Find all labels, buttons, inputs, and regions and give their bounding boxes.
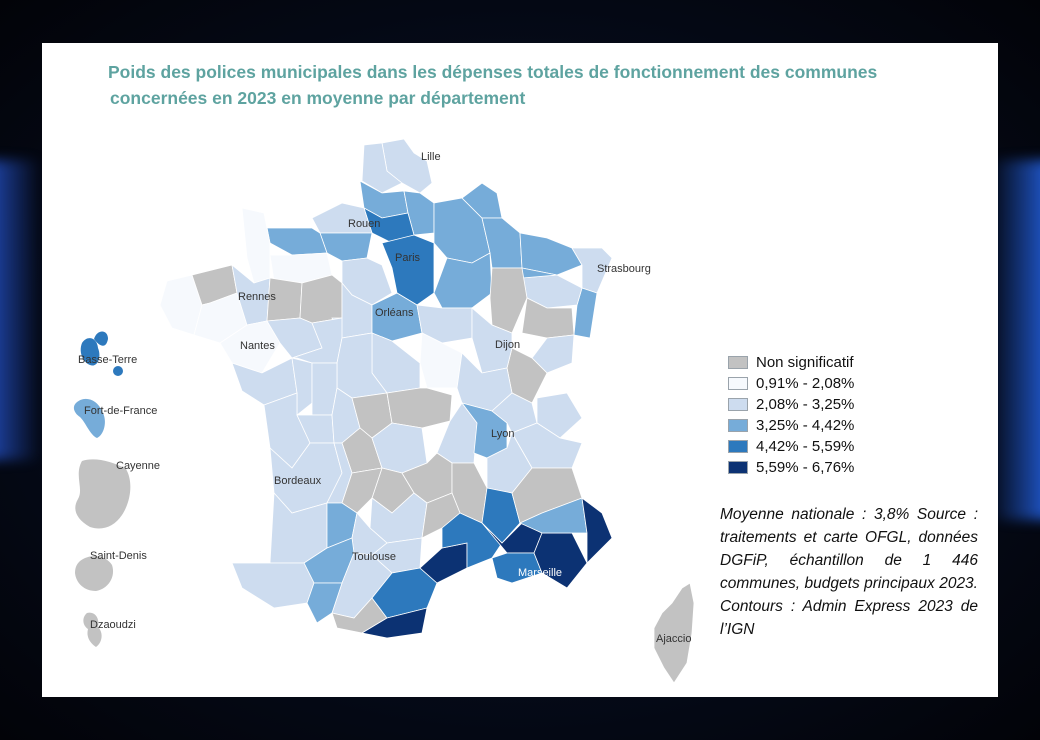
dept-hautes-pyrenees <box>306 582 343 624</box>
reunion <box>75 556 114 591</box>
title-line-2: concernées en 2023 en moyenne par départ… <box>110 88 526 108</box>
legend-label: 2,08% - 3,25% <box>756 396 855 413</box>
dept-moselle <box>519 232 583 276</box>
overseas-territories <box>73 331 131 647</box>
city-labels: Lille Rouen Paris Strasbourg Rennes Orlé… <box>78 151 691 645</box>
legend-label: 4,42% - 5,59% <box>756 438 855 455</box>
city-marseille: Marseille <box>518 567 562 579</box>
mayotte <box>83 612 102 647</box>
legend-swatch <box>728 461 748 474</box>
legend-swatch <box>728 377 748 390</box>
legend-item: Non significatif <box>728 352 854 373</box>
title-line-1: Poids des polices municipales dans les d… <box>108 62 878 82</box>
city-rennes: Rennes <box>238 291 276 303</box>
dept-drome <box>481 487 521 544</box>
city-dzaoudzi: Dzaoudzi <box>90 619 136 631</box>
legend-item: 2,08% - 3,25% <box>728 394 854 415</box>
legend-item: 4,42% - 5,59% <box>728 436 854 457</box>
dept-sarthe <box>299 274 343 324</box>
corsica <box>653 582 695 684</box>
dept-haute-savoie <box>536 392 583 439</box>
map-title: Poids des polices municipales dans les d… <box>108 59 928 111</box>
legend-swatch <box>728 419 748 432</box>
city-basse-terre: Basse-Terre <box>78 354 137 366</box>
background-glow-right <box>990 160 1040 520</box>
legend-label: 5,59% - 6,76% <box>756 459 855 476</box>
source-note: Moyenne nationale : 3,8% Source : traite… <box>720 506 978 638</box>
city-nantes: Nantes <box>240 340 275 352</box>
city-bordeaux: Bordeaux <box>274 475 322 487</box>
city-paris: Paris <box>395 252 421 264</box>
dept-pyrenees-atlantiques <box>231 562 315 609</box>
choropleth-map: Lille Rouen Paris Strasbourg Rennes Orlé… <box>73 138 695 684</box>
dept-pas-de-calais <box>361 142 403 194</box>
dept-doubs <box>531 334 575 374</box>
dept-alpes-maritimes <box>581 497 613 564</box>
metropolitan-france <box>159 138 613 639</box>
guyane <box>75 459 131 529</box>
city-ajaccio: Ajaccio <box>656 633 691 645</box>
city-strasbourg: Strasbourg <box>597 263 651 275</box>
dept-val-d-oise-paris <box>381 234 435 306</box>
legend-swatch <box>728 440 748 453</box>
martinique <box>73 398 105 438</box>
legend-swatch <box>728 356 748 369</box>
legend-label: 0,91% - 2,08% <box>756 375 855 392</box>
dept-cote-d-or <box>471 307 513 374</box>
dept-calvados <box>266 227 328 256</box>
city-lyon: Lyon <box>491 428 514 440</box>
city-orleans: Orléans <box>375 307 414 319</box>
legend-label: Non significatif <box>756 354 854 371</box>
city-fort-de-france: Fort-de-France <box>84 405 157 417</box>
legend-label: 3,25% - 4,42% <box>756 417 855 434</box>
city-saint-denis: Saint-Denis <box>90 550 147 562</box>
city-toulouse: Toulouse <box>352 551 396 563</box>
dept-ardennes <box>461 182 503 219</box>
city-lille: Lille <box>421 151 441 163</box>
dept-aube <box>433 252 493 309</box>
city-dijon: Dijon <box>495 339 520 351</box>
legend-swatch <box>728 398 748 411</box>
dept-var <box>533 532 588 589</box>
slide: Poids des polices municipales dans les d… <box>42 43 998 697</box>
dept-haute-marne <box>489 267 528 334</box>
dept-allier <box>386 387 453 429</box>
legend-item: 0,91% - 2,08% <box>728 373 854 394</box>
dept-manche <box>241 207 271 284</box>
city-cayenne: Cayenne <box>116 460 160 472</box>
legend-item: 5,59% - 6,76% <box>728 457 854 478</box>
guadeloupe <box>80 331 123 376</box>
background-glow-left <box>0 160 40 460</box>
city-rouen: Rouen <box>348 218 380 230</box>
dept-lot <box>341 467 383 514</box>
legend-item: 3,25% - 4,42% <box>728 415 854 436</box>
map-legend: Non significatif 0,91% - 2,08% 2,08% - 3… <box>728 352 854 478</box>
dept-pyrenees-orientales <box>360 607 428 639</box>
